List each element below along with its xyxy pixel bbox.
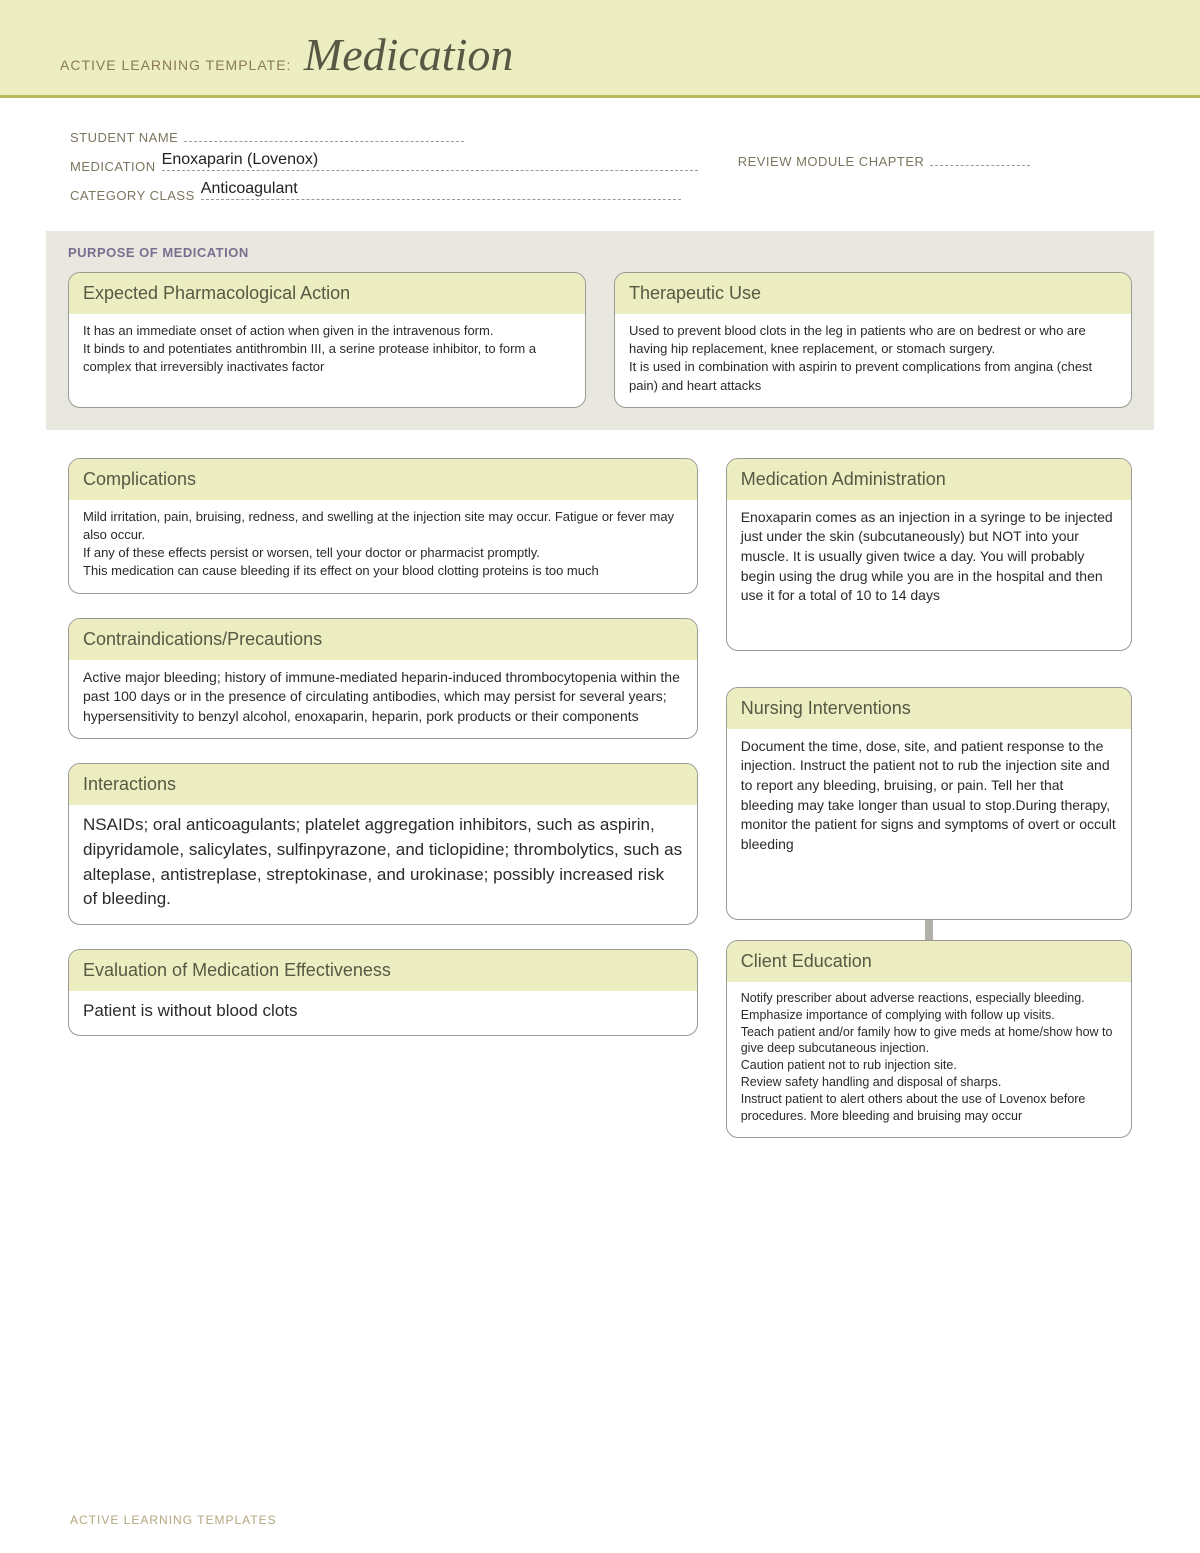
interactions-card: Interactions NSAIDs; oral anticoagulants… [68, 763, 698, 925]
contraindications-card: Contraindications/Precautions Active maj… [68, 618, 698, 740]
header-fields: STUDENT NAME MEDICATION Enoxaparin (Love… [0, 98, 1200, 231]
education-title: Client Education [727, 941, 1131, 982]
administration-body: Enoxaparin comes as an injection in a sy… [727, 500, 1131, 650]
review-row: REVIEW MODULE CHAPTER [738, 150, 1130, 169]
contraindications-body: Active major bleeding; history of immune… [69, 660, 697, 739]
banner-label: ACTIVE LEARNING TEMPLATE: [60, 57, 291, 73]
pharma-card: Expected Pharmacological Action It has a… [68, 272, 586, 408]
medication-value: Enoxaparin (Lovenox) [162, 151, 319, 169]
education-body: Notify prescriber about adverse reaction… [727, 982, 1131, 1137]
review-label: REVIEW MODULE CHAPTER [738, 154, 925, 169]
interactions-title: Interactions [69, 764, 697, 805]
complications-card: Complications Mild irritation, pain, bru… [68, 458, 698, 594]
student-name-line[interactable] [184, 126, 464, 142]
therapeutic-card: Therapeutic Use Used to prevent blood cl… [614, 272, 1132, 408]
category-value: Anticoagulant [201, 180, 298, 198]
complications-title: Complications [69, 459, 697, 500]
student-name-row: STUDENT NAME [70, 126, 698, 145]
page: ACTIVE LEARNING TEMPLATE: Medication STU… [0, 0, 1200, 1553]
evaluation-body: Patient is without blood clots [69, 991, 697, 1036]
complications-body: Mild irritation, pain, bruising, redness… [69, 500, 697, 593]
purpose-title: PURPOSE OF MEDICATION [68, 245, 1132, 260]
evaluation-card: Evaluation of Medication Effectiveness P… [68, 949, 698, 1037]
nursing-body: Document the time, dose, site, and patie… [727, 729, 1131, 919]
footer-text: ACTIVE LEARNING TEMPLATES [70, 1513, 277, 1527]
contraindications-title: Contraindications/Precautions [69, 619, 697, 660]
therapeutic-title: Therapeutic Use [615, 273, 1131, 314]
category-label: CATEGORY CLASS [70, 188, 195, 203]
banner: ACTIVE LEARNING TEMPLATE: Medication [0, 0, 1200, 98]
category-line[interactable]: Anticoagulant [201, 184, 681, 200]
administration-title: Medication Administration [727, 459, 1131, 500]
medication-label: MEDICATION [70, 159, 156, 174]
nursing-card: Nursing Interventions Document the time,… [726, 687, 1132, 920]
connector [925, 920, 933, 940]
administration-card: Medication Administration Enoxaparin com… [726, 458, 1132, 651]
education-card: Client Education Notify prescriber about… [726, 940, 1132, 1138]
interactions-body: NSAIDs; oral anticoagulants; platelet ag… [69, 805, 697, 924]
evaluation-title: Evaluation of Medication Effectiveness [69, 950, 697, 991]
medication-line[interactable]: Enoxaparin (Lovenox) [162, 155, 698, 171]
lower-grid: Complications Mild irritation, pain, bru… [0, 430, 1200, 1138]
nursing-title: Nursing Interventions [727, 688, 1131, 729]
category-row: CATEGORY CLASS Anticoagulant [70, 184, 698, 203]
pharma-title: Expected Pharmacological Action [69, 273, 585, 314]
banner-title: Medication [304, 29, 514, 80]
medication-row: MEDICATION Enoxaparin (Lovenox) [70, 155, 698, 174]
review-line[interactable] [930, 150, 1030, 166]
student-name-label: STUDENT NAME [70, 130, 178, 145]
purpose-section: PURPOSE OF MEDICATION Expected Pharmacol… [46, 231, 1154, 430]
pharma-body: It has an immediate onset of action when… [69, 314, 585, 389]
therapeutic-body: Used to prevent blood clots in the leg i… [615, 314, 1131, 407]
